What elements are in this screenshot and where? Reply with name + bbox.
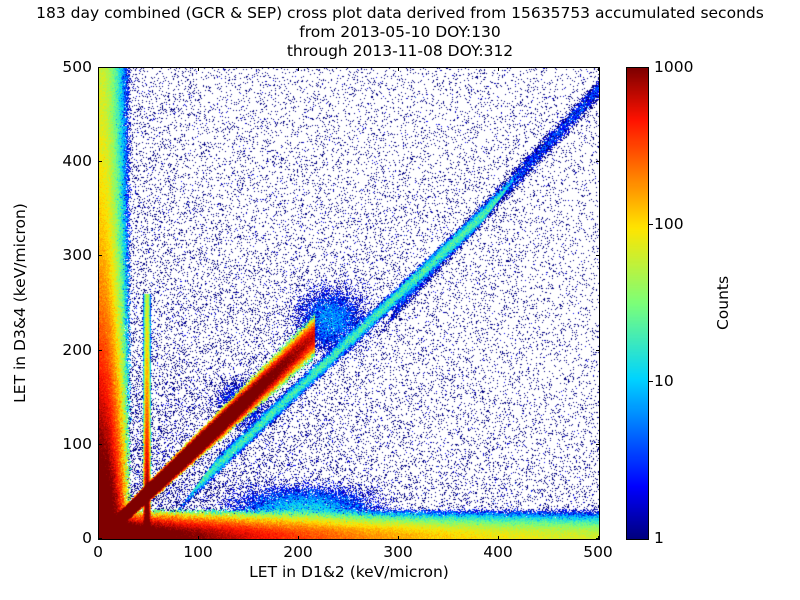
y-axis-tick bbox=[98, 67, 102, 68]
x-axis-tick-label: 100 bbox=[183, 543, 213, 561]
x-axis-tick-label: 400 bbox=[483, 543, 513, 561]
x-axis-tick bbox=[398, 67, 399, 71]
y-axis-tick bbox=[98, 161, 102, 163]
y-axis-tick-label: 400 bbox=[62, 152, 92, 171]
y-axis-tick-label: 200 bbox=[62, 340, 92, 359]
colorbar-tick-label: 100 bbox=[654, 215, 684, 233]
colorbar-tick-label: 10 bbox=[654, 372, 674, 390]
y-axis-tick bbox=[596, 538, 600, 539]
x-axis-tick-label: 200 bbox=[283, 543, 313, 561]
y-axis-tick bbox=[596, 67, 600, 68]
plot-axes bbox=[98, 67, 600, 540]
chart-title-line-3: through 2013-11-08 DOY:312 bbox=[286, 42, 514, 60]
y-axis-tick bbox=[98, 443, 102, 445]
x-axis-label: LET in D1&2 (keV/micron) bbox=[249, 563, 449, 581]
colorbar-tick-label: 1 bbox=[654, 529, 664, 547]
y-axis-tick bbox=[98, 538, 102, 539]
x-axis-tick bbox=[498, 67, 499, 71]
chart-title-line-2: from 2013-05-10 DOY:130 bbox=[299, 23, 501, 41]
x-axis-tick bbox=[198, 67, 199, 71]
density-scatter-plot bbox=[99, 68, 599, 539]
x-axis-tick-label: 0 bbox=[93, 543, 103, 561]
y-axis-tick bbox=[596, 443, 600, 445]
colorbar-tick-label: 1000 bbox=[654, 58, 694, 76]
x-axis-tick bbox=[398, 536, 399, 540]
x-axis-tick bbox=[298, 536, 299, 540]
x-axis-tick bbox=[98, 67, 99, 71]
x-axis-tick-label: 300 bbox=[383, 543, 413, 561]
y-axis-tick bbox=[596, 255, 600, 257]
colorbar-tick bbox=[649, 224, 653, 225]
x-axis-tick bbox=[298, 67, 299, 71]
y-axis-tick-label: 100 bbox=[62, 434, 92, 453]
y-axis-tick bbox=[98, 255, 102, 257]
x-axis-tick bbox=[198, 536, 199, 540]
colorbar-label: Counts bbox=[714, 275, 732, 331]
y-axis-tick-label: 300 bbox=[62, 246, 92, 265]
colorbar-gradient bbox=[627, 68, 648, 539]
chart-title-line-1: 183 day combined (GCR & SEP) cross plot … bbox=[36, 4, 764, 22]
y-axis-tick-label: 0 bbox=[82, 529, 92, 547]
y-axis-tick bbox=[596, 161, 600, 163]
chart-title: 183 day combined (GCR & SEP) cross plot … bbox=[0, 4, 800, 61]
y-axis-tick-label: 500 bbox=[62, 58, 92, 76]
colorbar-tick bbox=[649, 381, 653, 382]
x-axis-tick bbox=[598, 67, 599, 71]
y-axis-label: LET in D3&4 (keV/micron) bbox=[11, 203, 29, 403]
y-axis-tick bbox=[98, 349, 102, 351]
x-axis-tick bbox=[498, 536, 499, 540]
x-axis-tick-label: 500 bbox=[583, 543, 613, 561]
y-axis-tick bbox=[596, 349, 600, 351]
colorbar bbox=[626, 67, 649, 540]
